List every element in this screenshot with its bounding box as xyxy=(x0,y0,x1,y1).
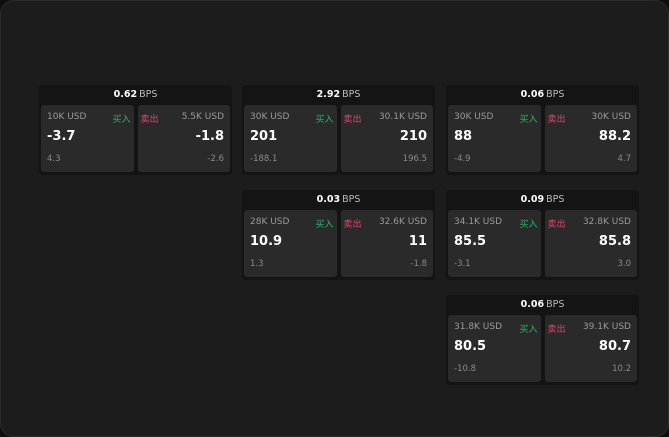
spread-value: 2.92 xyxy=(316,89,341,100)
quote-card: 0.03 BPS 28K USD 买入 10.9 1.3 卖出 32.6K USD… xyxy=(242,190,435,280)
sell-amount: 32.8K USD xyxy=(582,217,631,227)
sell-amount: 30K USD xyxy=(591,112,631,122)
spread-unit: BPS xyxy=(342,89,361,100)
sell-amount: 39.1K USD xyxy=(582,322,631,332)
sell-change: 3.0 xyxy=(617,259,631,269)
quote-card: 0.06 BPS 30K USD 买入 88 -4.9 卖出 30K USD 88… xyxy=(446,85,639,175)
sell-price: 80.7 xyxy=(598,339,631,354)
sell-label: 卖出 xyxy=(547,115,566,125)
buy-price: 85.5 xyxy=(454,234,487,249)
quote-card: 2.92 BPS 30K USD 买入 201 -188.1 卖出 30.1K U… xyxy=(242,85,435,175)
buy-label: 买入 xyxy=(519,115,538,125)
buy-button[interactable]: 31.8K USD 买入 80.5 -10.8 xyxy=(448,315,541,382)
spread-header: 0.62 BPS xyxy=(39,85,232,105)
sell-button[interactable]: 卖出 32.6K USD 11 -1.8 xyxy=(340,210,433,277)
sell-price: 11 xyxy=(408,234,427,249)
sell-label: 卖出 xyxy=(140,115,159,125)
sell-price: 85.8 xyxy=(598,234,631,249)
sell-change: -2.6 xyxy=(207,154,224,164)
buy-price: 80.5 xyxy=(454,339,487,354)
spread-header: 0.06 BPS xyxy=(446,295,639,315)
spread-unit: BPS xyxy=(139,89,158,100)
spread-header: 0.09 BPS xyxy=(446,190,639,210)
sell-label: 卖出 xyxy=(547,220,566,230)
spread-header: 2.92 BPS xyxy=(242,85,435,105)
sell-price: 88.2 xyxy=(598,129,631,144)
buy-price: 10.9 xyxy=(250,234,283,249)
buy-label: 买入 xyxy=(519,220,538,230)
sell-amount: 5.5K USD xyxy=(181,112,224,122)
sell-price: 210 xyxy=(399,129,427,144)
spread-unit: BPS xyxy=(546,89,565,100)
sell-amount: 30.1K USD xyxy=(378,112,427,122)
buy-amount: 28K USD xyxy=(250,217,290,227)
spread-value: 0.03 xyxy=(316,194,341,205)
buy-button[interactable]: 30K USD 买入 201 -188.1 xyxy=(244,105,337,172)
spread-header: 0.06 BPS xyxy=(446,85,639,105)
spread-unit: BPS xyxy=(546,299,565,310)
buy-button[interactable]: 34.1K USD 买入 85.5 -3.1 xyxy=(448,210,541,277)
sell-button[interactable]: 卖出 5.5K USD -1.8 -2.6 xyxy=(137,105,230,172)
spread-value: 0.06 xyxy=(520,89,545,100)
spread-unit: BPS xyxy=(342,194,361,205)
sell-button[interactable]: 卖出 30K USD 88.2 4.7 xyxy=(544,105,637,172)
buy-button[interactable]: 28K USD 买入 10.9 1.3 xyxy=(244,210,337,277)
spread-value: 0.09 xyxy=(520,194,545,205)
sell-price: -1.8 xyxy=(195,129,224,144)
quote-card: 0.06 BPS 31.8K USD 买入 80.5 -10.8 卖出 39.1K… xyxy=(446,295,639,385)
buy-change: -10.8 xyxy=(454,364,476,374)
sell-change: 4.7 xyxy=(617,154,631,164)
buy-label: 买入 xyxy=(519,325,538,335)
spread-header: 0.03 BPS xyxy=(242,190,435,210)
sell-button[interactable]: 卖出 32.8K USD 85.8 3.0 xyxy=(544,210,637,277)
sell-button[interactable]: 卖出 30.1K USD 210 196.5 xyxy=(340,105,433,172)
buy-price: 201 xyxy=(250,129,278,144)
buy-amount: 10K USD xyxy=(47,112,87,122)
spread-value: 0.62 xyxy=(113,89,138,100)
spread-unit: BPS xyxy=(546,194,565,205)
buy-amount: 30K USD xyxy=(250,112,290,122)
quote-card: 0.62 BPS 10K USD 买入 -3.7 4.3 卖出 5.5K USD … xyxy=(39,85,232,175)
sell-label: 卖出 xyxy=(547,325,566,335)
buy-label: 买入 xyxy=(315,220,334,230)
sell-amount: 32.6K USD xyxy=(378,217,427,227)
buy-change: 4.3 xyxy=(47,154,61,164)
buy-amount: 30K USD xyxy=(454,112,494,122)
sell-change: 196.5 xyxy=(402,154,427,164)
sell-label: 卖出 xyxy=(343,220,362,230)
sell-button[interactable]: 卖出 39.1K USD 80.7 10.2 xyxy=(544,315,637,382)
sell-label: 卖出 xyxy=(343,115,362,125)
sell-change: -1.8 xyxy=(410,259,427,269)
buy-change: -188.1 xyxy=(250,154,278,164)
buy-amount: 31.8K USD xyxy=(454,322,503,332)
buy-label: 买入 xyxy=(315,115,334,125)
sell-change: 10.2 xyxy=(612,364,631,374)
buy-amount: 34.1K USD xyxy=(454,217,503,227)
quote-card: 0.09 BPS 34.1K USD 买入 85.5 -3.1 卖出 32.8K … xyxy=(446,190,639,280)
buy-change: -3.1 xyxy=(454,259,471,269)
buy-label: 买入 xyxy=(112,115,131,125)
buy-button[interactable]: 30K USD 买入 88 -4.9 xyxy=(448,105,541,172)
buy-price: 88 xyxy=(454,129,473,144)
buy-change: 1.3 xyxy=(250,259,264,269)
buy-button[interactable]: 10K USD 买入 -3.7 4.3 xyxy=(41,105,134,172)
buy-change: -4.9 xyxy=(454,154,471,164)
buy-price: -3.7 xyxy=(47,129,76,144)
spread-value: 0.06 xyxy=(520,299,545,310)
